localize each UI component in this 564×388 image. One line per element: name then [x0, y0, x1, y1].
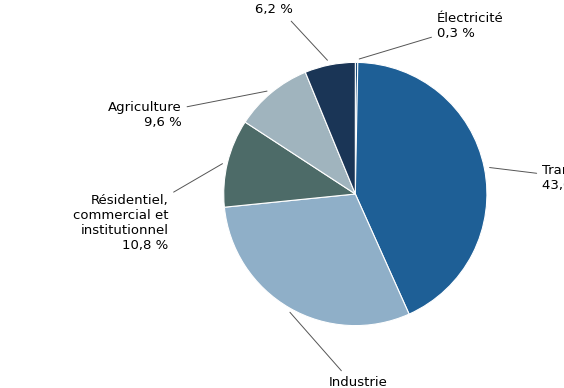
Text: Agriculture
9,6 %: Agriculture 9,6 %	[108, 91, 267, 129]
Wedge shape	[355, 62, 358, 194]
Wedge shape	[305, 62, 355, 194]
Text: Transports
43,0 %: Transports 43,0 %	[490, 164, 564, 192]
Text: Électricité
0,3 %: Électricité 0,3 %	[359, 12, 504, 59]
Wedge shape	[355, 62, 487, 314]
Wedge shape	[224, 122, 355, 207]
Wedge shape	[245, 72, 355, 194]
Text: Déchets
6,2 %: Déchets 6,2 %	[246, 0, 328, 60]
Text: Industrie
30,1 %: Industrie 30,1 %	[290, 312, 387, 388]
Text: Résidentiel,
commercial et
institutionnel
10,8 %: Résidentiel, commercial et institutionne…	[73, 164, 222, 252]
Wedge shape	[224, 194, 409, 326]
